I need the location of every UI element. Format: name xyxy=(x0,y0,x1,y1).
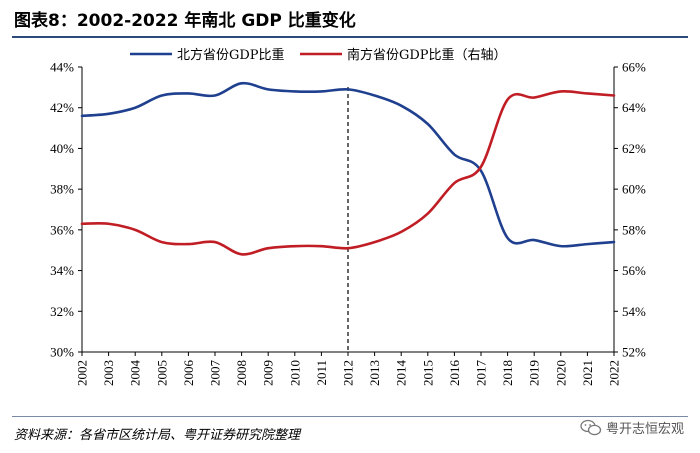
left-tick-label: 36% xyxy=(50,222,74,237)
left-tick-label: 32% xyxy=(50,304,74,319)
x-tick-label: 2016 xyxy=(447,360,462,387)
footer-rule xyxy=(12,416,688,417)
right-tick-label: 52% xyxy=(622,345,646,360)
series-line-south xyxy=(80,89,616,256)
source-note: 资料来源：各省市区统计局、粤开证券研究院整理 xyxy=(14,428,301,443)
x-tick-label: 2003 xyxy=(101,360,116,386)
left-tick-label: 44% xyxy=(50,60,74,75)
x-tick-label: 2013 xyxy=(367,360,382,386)
left-tick-label: 42% xyxy=(50,100,74,115)
x-tick-label: 2006 xyxy=(181,360,196,387)
x-tick-label: 2022 xyxy=(607,360,622,386)
watermark: 粤开志恒宏观 xyxy=(580,418,684,437)
marks-group xyxy=(80,81,616,352)
x-tick-label: 2018 xyxy=(500,360,515,386)
x-tick-label: 2011 xyxy=(314,360,329,386)
right-tick-label: 56% xyxy=(622,263,646,278)
legend-group: 北方省份GDP比重 南方省份GDP比重（右轴） xyxy=(130,47,507,63)
x-tick-label: 2004 xyxy=(128,360,143,387)
right-tick-label: 64% xyxy=(622,100,646,115)
x-tick-label: 2014 xyxy=(394,360,409,387)
x-tick-label: 2005 xyxy=(154,360,169,386)
left-tick-label: 38% xyxy=(50,182,74,197)
left-tick-label: 40% xyxy=(50,141,74,156)
right-tick-label: 54% xyxy=(622,304,646,319)
title-rule xyxy=(12,36,688,38)
x-tick-label: 2009 xyxy=(261,360,276,386)
left-tick-label: 34% xyxy=(50,263,74,278)
x-tick-label: 2002 xyxy=(75,360,90,386)
x-tick-label: 2021 xyxy=(580,360,595,386)
x-tick-label: 2019 xyxy=(527,360,542,386)
right-tick-label: 60% xyxy=(622,182,646,197)
right-tick-label: 58% xyxy=(622,222,646,237)
x-tick-label: 2008 xyxy=(234,360,249,386)
x-tick-label: 2012 xyxy=(341,360,356,386)
right-tick-label: 62% xyxy=(622,141,646,156)
legend-label-north: 北方省份GDP比重 xyxy=(177,47,285,63)
axes-group: 30% 32% 34% 36% 38% 40% 42% 44% 52% 54% 56% 58% 60% 6… xyxy=(50,60,646,387)
left-tick-label: 30% xyxy=(50,345,74,360)
chart-title: 图表8：2002-2022 年南北 GDP 比重变化 xyxy=(14,11,356,31)
wechat-icon xyxy=(580,419,602,435)
series-line-north xyxy=(80,81,616,248)
x-tick-label: 2020 xyxy=(553,360,568,386)
x-tick-label: 2010 xyxy=(287,360,302,386)
x-tick-label: 2007 xyxy=(208,360,223,387)
right-tick-label: 66% xyxy=(622,60,646,75)
x-tick-label: 2017 xyxy=(474,360,489,387)
watermark-text: 粤开志恒宏观 xyxy=(605,422,684,437)
x-tick-label: 2015 xyxy=(420,360,435,386)
legend-label-south: 南方省份GDP比重（右轴） xyxy=(347,47,507,63)
